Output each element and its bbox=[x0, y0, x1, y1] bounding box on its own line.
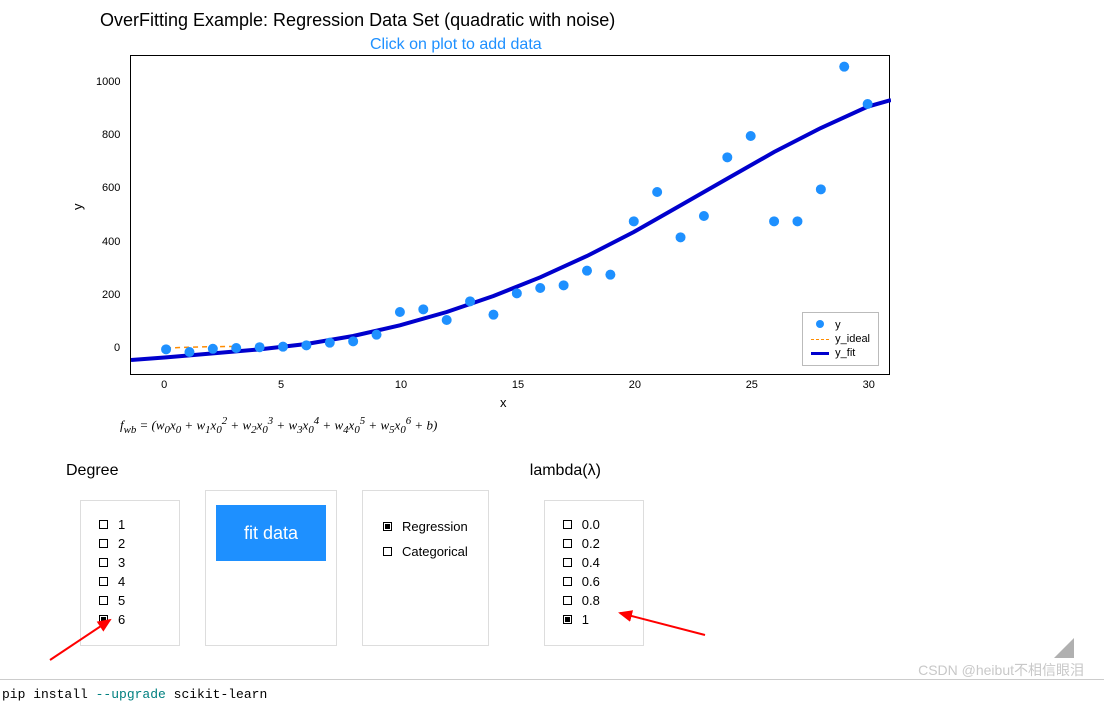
degree-option[interactable]: 4 bbox=[99, 574, 161, 589]
checkbox-icon bbox=[563, 520, 572, 529]
lambda-option[interactable]: 0.8 bbox=[563, 593, 625, 608]
y-tick: 400 bbox=[102, 236, 124, 248]
checkbox-icon bbox=[99, 558, 108, 567]
x-tick: 15 bbox=[512, 379, 524, 391]
watermark-text: CSDN @heibut不相信眼泪 bbox=[918, 660, 1084, 680]
lambda-option[interactable]: 0.4 bbox=[563, 555, 625, 570]
checkbox-icon bbox=[99, 596, 108, 605]
y-tick: 1000 bbox=[96, 76, 124, 88]
degree-option[interactable]: 5 bbox=[99, 593, 161, 608]
x-tick: 5 bbox=[278, 379, 284, 391]
legend: y y_ideal y_fit bbox=[802, 312, 879, 366]
plot-area[interactable]: y y_ideal y_fit bbox=[130, 55, 890, 375]
checkbox-icon bbox=[383, 547, 392, 556]
degree-option[interactable]: 1 bbox=[99, 517, 161, 532]
checkbox-icon bbox=[563, 558, 572, 567]
type-panel: Regression Categorical bbox=[362, 490, 489, 646]
controls-row: Degree 123456 fit data RegressionCategor… bbox=[80, 490, 644, 646]
lambda-option[interactable]: 0.2 bbox=[563, 536, 625, 551]
formula-text: fwb = (w0x0 + w1x02 + w2x03 + w3x04 + w4… bbox=[120, 415, 437, 436]
legend-item: y bbox=[811, 319, 870, 331]
lambda-option[interactable]: 1 bbox=[563, 612, 625, 627]
y-axis-label: y bbox=[70, 204, 85, 211]
checkbox-icon bbox=[563, 615, 572, 624]
y-tick: 200 bbox=[102, 289, 124, 301]
resize-grip-icon bbox=[1054, 638, 1074, 658]
type-option[interactable]: Regression bbox=[383, 519, 468, 534]
y-tick: 800 bbox=[102, 129, 124, 141]
cmd-flag: --upgrade bbox=[96, 687, 166, 702]
lambda-option[interactable]: 0.6 bbox=[563, 574, 625, 589]
command-line: pip install --upgrade scikit-learn bbox=[2, 687, 267, 702]
degree-option[interactable]: 2 bbox=[99, 536, 161, 551]
degree-panel: 1 2 3 4 5 6 bbox=[80, 500, 180, 646]
fit-data-button[interactable]: fit data bbox=[216, 505, 326, 561]
plot-subtitle: Click on plot to add data bbox=[370, 36, 542, 54]
lambda-option[interactable]: 0.0 bbox=[563, 517, 625, 532]
checkbox-icon bbox=[99, 520, 108, 529]
x-tick: 0 bbox=[161, 379, 167, 391]
plot-title: OverFitting Example: Regression Data Set… bbox=[100, 10, 615, 31]
checkbox-icon bbox=[99, 539, 108, 548]
x-tick: 25 bbox=[746, 379, 758, 391]
cmd-pkg: scikit-learn bbox=[166, 687, 267, 702]
degree-option[interactable]: 6 bbox=[99, 612, 161, 627]
legend-item: y_ideal bbox=[811, 333, 870, 345]
x-tick: 30 bbox=[863, 379, 875, 391]
x-axis-label: x bbox=[500, 395, 507, 410]
cmd-prefix: pip install bbox=[2, 687, 96, 702]
checkbox-icon bbox=[563, 577, 572, 586]
checkbox-icon bbox=[563, 539, 572, 548]
legend-item: y_fit bbox=[811, 347, 870, 359]
x-tick: 10 bbox=[395, 379, 407, 391]
checkbox-icon bbox=[383, 522, 392, 531]
fit-panel: fit data bbox=[205, 490, 337, 646]
type-option[interactable]: Categorical bbox=[383, 544, 468, 559]
checkbox-icon bbox=[99, 615, 108, 624]
y-tick: 0 bbox=[114, 342, 124, 354]
degree-option[interactable]: 3 bbox=[99, 555, 161, 570]
y-tick: 600 bbox=[102, 182, 124, 194]
checkbox-icon bbox=[99, 577, 108, 586]
checkbox-icon bbox=[563, 596, 572, 605]
x-tick: 20 bbox=[629, 379, 641, 391]
lambda-panel: 0.0 0.2 0.4 0.6 0.8 1 bbox=[544, 500, 644, 646]
